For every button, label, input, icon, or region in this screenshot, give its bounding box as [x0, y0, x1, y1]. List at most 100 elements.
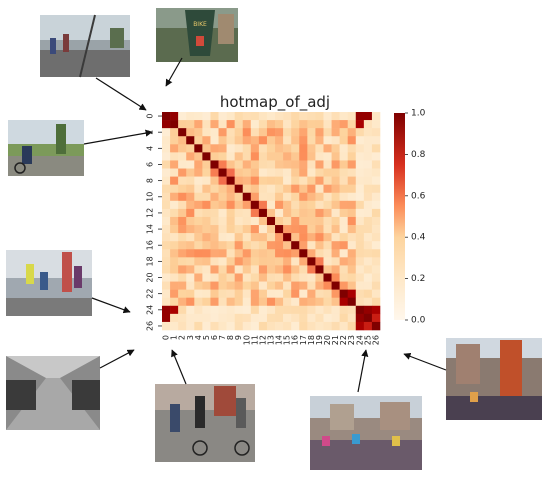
heatmap-cell — [299, 249, 308, 258]
heatmap-cell — [258, 257, 268, 266]
heatmap-cell — [226, 297, 235, 307]
heatmap-cell — [218, 249, 227, 258]
y-tick-label: 18 — [146, 256, 155, 266]
heatmap-cell — [299, 281, 308, 290]
heatmap-cell — [339, 273, 348, 282]
heatmap-cell — [371, 192, 381, 202]
heatmap-cell — [202, 160, 211, 169]
heatmap-cell — [266, 225, 276, 234]
heatmap-cell — [291, 233, 300, 242]
heatmap-cell — [234, 192, 244, 202]
arrow-sign — [165, 57, 183, 87]
heatmap-cell — [250, 249, 260, 258]
heatmap-cell — [258, 289, 268, 298]
heatmap-cell — [347, 225, 357, 234]
heatmap-cell — [347, 112, 357, 121]
heatmap-cell — [258, 160, 268, 169]
heatmap-cell — [250, 208, 260, 218]
heatmap-cell — [323, 321, 332, 331]
heatmap-cell — [331, 216, 340, 226]
x-tick-label: 14 — [275, 335, 284, 345]
heatmap-cell — [339, 216, 348, 226]
park-cyclist-photo — [8, 120, 84, 176]
heatmap-cell — [355, 249, 365, 258]
heatmap-cell — [210, 313, 219, 323]
heatmap-cell — [242, 265, 252, 274]
heatmap-cell — [363, 225, 373, 234]
heatmap-cell — [202, 152, 211, 161]
heatmap-cell — [250, 225, 260, 234]
heatmap-cell — [226, 257, 235, 266]
heatmap-cell — [291, 225, 300, 234]
heatmap-cell — [226, 249, 235, 258]
heatmap-cell — [291, 192, 300, 202]
heatmap-cell — [355, 216, 365, 226]
heatmap-cell — [275, 305, 284, 315]
heatmap-cell — [226, 184, 235, 194]
y-axis-ticks: 02468101214161820222426 — [146, 113, 162, 331]
heatmap-cell — [234, 128, 244, 137]
heatmap-cell — [291, 241, 300, 250]
heatmap-cell — [194, 305, 203, 315]
heatmap-cell — [210, 136, 219, 145]
heatmap-cell — [266, 265, 276, 274]
heatmap-cell — [339, 184, 348, 194]
heatmap-cell — [307, 305, 316, 315]
heatmap-cell — [275, 208, 284, 218]
heatmap-cell — [242, 297, 252, 307]
heatmap-cell — [299, 120, 308, 129]
heatmap-cell — [331, 249, 340, 258]
heatmap-cell — [242, 184, 252, 194]
heatmap-cell — [226, 208, 235, 218]
heatmap-cell — [315, 273, 324, 282]
heatmap-cell — [258, 249, 268, 258]
heatmap-cell — [299, 208, 308, 218]
heatmap-cell — [307, 112, 316, 121]
heatmap-cell — [371, 273, 381, 282]
heatmap-cell — [178, 289, 187, 298]
heatmap-cell — [355, 144, 365, 153]
heatmap-cell — [283, 184, 292, 194]
heatmap-cell — [178, 257, 187, 266]
heatmap-cell — [355, 273, 365, 282]
heatmap-cell — [275, 233, 284, 242]
heatmap-cell — [218, 257, 227, 266]
heatmap-cell — [202, 257, 211, 266]
heatmap-cell — [194, 112, 203, 121]
heatmap-cell — [242, 208, 252, 218]
heatmap-cell — [258, 233, 268, 242]
heatmap-cell — [162, 200, 171, 210]
heatmap-cell — [299, 225, 308, 234]
heatmap-cell — [178, 305, 187, 315]
heatmap-cell — [210, 160, 219, 169]
heatmap-cell — [242, 144, 252, 153]
heatmap-cell — [178, 273, 187, 282]
heatmap-cell — [371, 168, 381, 177]
heatmap-cell — [331, 200, 340, 210]
heatmap-cell — [355, 200, 365, 210]
heatmap-cell — [226, 144, 235, 153]
heatmap-cell — [210, 216, 219, 226]
heatmap-cell — [258, 313, 268, 323]
colorbar-tick-label: 0.0 — [411, 316, 426, 326]
heatmap-cell — [315, 225, 324, 234]
heatmap-cell — [202, 120, 211, 129]
heatmap-cell — [202, 176, 211, 185]
heatmap-cell — [258, 225, 268, 234]
heatmap-cell — [331, 184, 340, 194]
heatmap-cell — [186, 144, 195, 153]
heatmap-cell — [323, 265, 332, 274]
heatmap-cell — [363, 216, 373, 226]
heatmap-cell — [226, 152, 235, 161]
heatmap-cell — [339, 112, 348, 121]
heatmap-cell — [170, 289, 179, 298]
heatmap-cell — [194, 184, 203, 194]
heatmap-cell — [170, 273, 179, 282]
heatmap-cell — [339, 120, 348, 129]
heatmap-cell — [186, 120, 195, 129]
colorbar-tick-label: 0.2 — [411, 274, 425, 284]
heatmap-cell — [355, 136, 365, 145]
heatmap-cell — [347, 144, 357, 153]
heatmap-cell — [299, 257, 308, 266]
heatmap-cell — [266, 136, 276, 145]
